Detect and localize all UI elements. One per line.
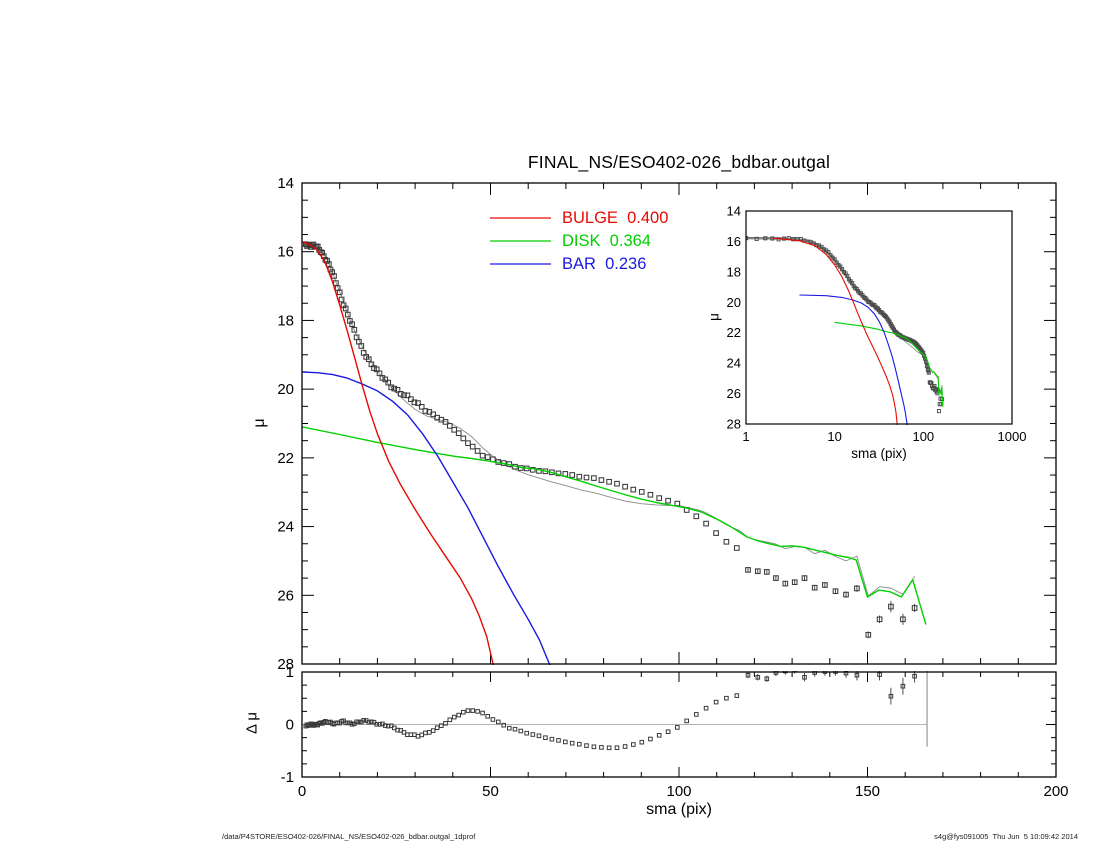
tick-label: 14 bbox=[277, 175, 294, 192]
tick-label: 50 bbox=[482, 783, 499, 800]
tick-label: 16 bbox=[727, 234, 741, 249]
panel-frame bbox=[301, 671, 1057, 778]
bar-curve-inset bbox=[799, 294, 908, 425]
tick-label: 16 bbox=[277, 244, 294, 261]
tick-label: 24 bbox=[277, 519, 294, 536]
tick-label: 28 bbox=[277, 656, 294, 673]
tick-label: 200 bbox=[1043, 783, 1068, 800]
tick-label: -1 bbox=[281, 769, 294, 786]
disk-curve-main bbox=[302, 426, 927, 625]
tick-label: 22 bbox=[727, 325, 741, 340]
legend-item-bulge: BULGE 0.400 bbox=[562, 209, 669, 227]
x-axis-label: sma (pix) bbox=[646, 801, 712, 818]
tick-label: 24 bbox=[727, 356, 741, 371]
tick-label: 1 bbox=[742, 429, 749, 444]
legend-sample-lines bbox=[490, 217, 551, 265]
inset-x-axis-label: sma (pix) bbox=[851, 446, 907, 461]
tick-label: 20 bbox=[727, 295, 741, 310]
tick-label: 26 bbox=[727, 386, 741, 401]
profile-points-main bbox=[302, 241, 740, 551]
bar-curve-main bbox=[302, 371, 551, 665]
tick-label: 18 bbox=[727, 264, 741, 279]
page-title: FINAL_NS/ESO402-026_bdbar.outgal bbox=[527, 152, 831, 172]
tick-label: 100 bbox=[666, 783, 691, 800]
model-curve-main bbox=[305, 244, 915, 597]
tick-label: 26 bbox=[277, 587, 294, 604]
footer-file-path: /data/P4STORE/ESO402-026/FINAL_NS/ESO402… bbox=[222, 832, 476, 841]
main-y-axis-label: μ bbox=[251, 418, 268, 428]
inset-background bbox=[746, 211, 1012, 424]
residual-y-axis-label: Δ μ bbox=[243, 711, 261, 735]
residual-points bbox=[303, 671, 917, 751]
tick-label: 18 bbox=[277, 312, 294, 329]
tick-label: 1000 bbox=[998, 429, 1027, 444]
tick-label: 1 bbox=[286, 664, 294, 681]
tick-label: 150 bbox=[855, 783, 880, 800]
panel-frame bbox=[301, 182, 1057, 665]
tick-label: 28 bbox=[727, 417, 741, 432]
bulge-curve-inset bbox=[772, 237, 898, 425]
tick-label: 22 bbox=[277, 450, 294, 467]
tick-label: 20 bbox=[277, 381, 294, 398]
tick-label: 0 bbox=[298, 783, 306, 800]
tick-label: 10 bbox=[827, 429, 841, 444]
tick-label: 14 bbox=[727, 204, 741, 219]
tick-label: 0 bbox=[286, 717, 294, 734]
footer-signature: s4g@fys091005 Thu Jun 5 10:09:42 2014 bbox=[934, 832, 1078, 841]
legend-item-bar: BAR 0.236 bbox=[562, 255, 647, 273]
disk-curve-inset bbox=[834, 321, 944, 407]
inset-y-axis-label: μ bbox=[706, 313, 722, 321]
bulge-curve-main bbox=[302, 241, 495, 665]
tick-label: 100 bbox=[912, 429, 934, 444]
outer-points-main bbox=[745, 567, 918, 639]
panel-frame bbox=[745, 210, 1013, 425]
legend-item-disk: DISK 0.364 bbox=[562, 232, 651, 250]
